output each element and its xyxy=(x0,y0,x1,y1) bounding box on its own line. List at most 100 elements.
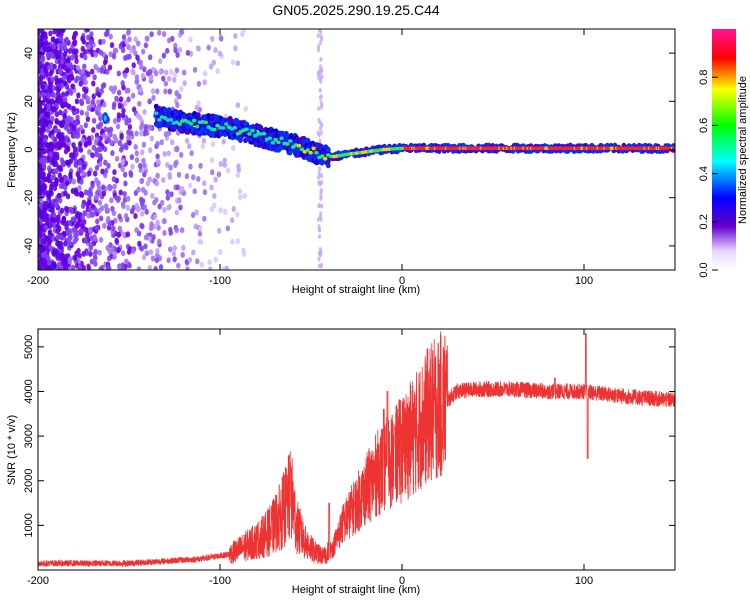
spectrogram-cell xyxy=(217,50,223,57)
spectrogram-cell xyxy=(83,227,89,234)
spectrogram-cell xyxy=(134,227,139,234)
spectrogram-cell xyxy=(126,29,132,35)
spectrogram-cell xyxy=(53,127,59,134)
y-tick-label: 4000 xyxy=(23,379,35,403)
spectrogram-cell xyxy=(103,126,108,133)
spectrogram-cell xyxy=(112,253,117,260)
spectrogram-cell xyxy=(137,240,142,247)
spectrogram-cell xyxy=(77,159,83,166)
spectrogram-cell xyxy=(94,147,99,154)
spectrogram-cell xyxy=(109,197,114,204)
spectrogram-cell xyxy=(319,130,323,136)
spectrogram-cell xyxy=(112,85,118,92)
spectrogram-cell xyxy=(184,137,190,144)
spectrogram-cell xyxy=(119,132,124,139)
spectrogram-cell xyxy=(69,64,75,71)
spectrogram-cell xyxy=(175,102,180,109)
spectrogram-cell xyxy=(133,50,138,57)
snr-y-ticks: 1000 2000 3000 4000 5000 xyxy=(23,335,675,538)
x-tick-label: -200 xyxy=(27,575,49,587)
spectrogram-cell xyxy=(51,250,57,257)
spectrogram-cell xyxy=(149,31,154,38)
spectrogram-cell xyxy=(38,165,41,172)
spectrogram-cell xyxy=(72,132,77,139)
spectrogram-cell xyxy=(158,58,163,65)
spectrogram-cell xyxy=(212,202,217,209)
spectrogram-cell xyxy=(222,157,227,164)
spectrogram-cell xyxy=(196,80,202,87)
spectrogram-cell xyxy=(166,257,171,264)
spectrogram-cell xyxy=(235,238,241,245)
spectrogram-cell xyxy=(102,222,107,229)
spectrogram-cell xyxy=(51,235,56,242)
spectrogram-cell xyxy=(155,172,160,179)
spectrogram-cell xyxy=(137,162,143,169)
spectrogram-cell xyxy=(107,64,113,71)
spectrogram-cell xyxy=(317,105,321,111)
spectrogram-cell xyxy=(189,150,194,157)
spectrogram-cell xyxy=(188,163,193,170)
spectrogram-cell xyxy=(235,172,241,179)
spectrogram-cell xyxy=(102,101,107,108)
spectrogram-cell xyxy=(93,255,98,262)
spectrogram-cell xyxy=(73,187,79,194)
spectrogram-cell xyxy=(143,234,149,241)
spectrogram-cell xyxy=(169,191,174,198)
spectrogram-cell xyxy=(94,132,100,139)
spectrogram-cell xyxy=(120,159,125,166)
spectrogram-cell xyxy=(126,96,131,103)
spectrogram-cell xyxy=(111,176,117,183)
spectrogram-cell xyxy=(111,225,116,232)
spectrogram-cell xyxy=(55,234,60,241)
spectrogram-cell xyxy=(114,95,119,102)
spectrogram-cell xyxy=(59,207,65,214)
spectrogram-cell xyxy=(48,151,53,158)
spectrogram-cell xyxy=(143,42,149,49)
snr-x-label: Height of straight line (km) xyxy=(292,584,420,596)
spectrogram-cell xyxy=(98,135,103,142)
spectrogram-cell xyxy=(267,136,273,141)
spectrogram-cell xyxy=(107,185,112,192)
spectrogram-cell xyxy=(71,142,76,149)
spectrogram-cell xyxy=(188,36,193,43)
spectrogram-cell xyxy=(77,185,82,192)
spectrogram-cell xyxy=(118,189,123,196)
spectrogram-cell xyxy=(158,68,164,75)
spectrogram-cell xyxy=(185,49,191,56)
spectrogram-cell xyxy=(83,54,88,61)
spectrogram-cell xyxy=(90,98,96,105)
spectrogram-cell xyxy=(172,76,177,83)
spectrogram-cell xyxy=(81,250,86,257)
spectrogram-cell xyxy=(168,164,173,171)
spectrogram-cell xyxy=(52,151,58,158)
spectrogram-cell xyxy=(86,139,92,146)
spectrogram-cell xyxy=(319,195,323,201)
spectrogram-cell xyxy=(89,31,94,38)
spectrogram-cell xyxy=(288,139,293,143)
spectrogram-cell xyxy=(133,144,138,151)
spectrogram-cell xyxy=(189,121,194,126)
spectrogram-cell xyxy=(174,146,180,153)
spectrogram-cell xyxy=(55,95,60,102)
spectrogram-cell xyxy=(124,38,129,45)
spectrogram-cell xyxy=(317,117,321,123)
spectrogram-y-label: Frequency (Hz) xyxy=(6,112,18,188)
spectrogram-cell xyxy=(143,128,148,135)
spectrogram-cell xyxy=(53,216,58,223)
spectrogram-cell xyxy=(301,139,307,146)
spectrogram-cell xyxy=(58,68,63,75)
spectrogram-cell xyxy=(114,137,119,144)
spectrogram-cell xyxy=(112,169,117,176)
spectrogram-cell xyxy=(123,72,128,79)
spectrogram-cell xyxy=(86,43,92,50)
spectrogram-cell xyxy=(67,77,72,84)
spectrogram-cell xyxy=(296,143,302,148)
spectrogram-cell xyxy=(163,88,168,95)
spectrogram-cell xyxy=(133,36,138,43)
spectrogram-cell xyxy=(177,122,182,126)
spectrogram-cell xyxy=(209,184,214,191)
spectrogram-cell xyxy=(103,159,108,166)
spectrogram-cell xyxy=(38,53,42,60)
spectrogram-cell xyxy=(221,126,226,130)
